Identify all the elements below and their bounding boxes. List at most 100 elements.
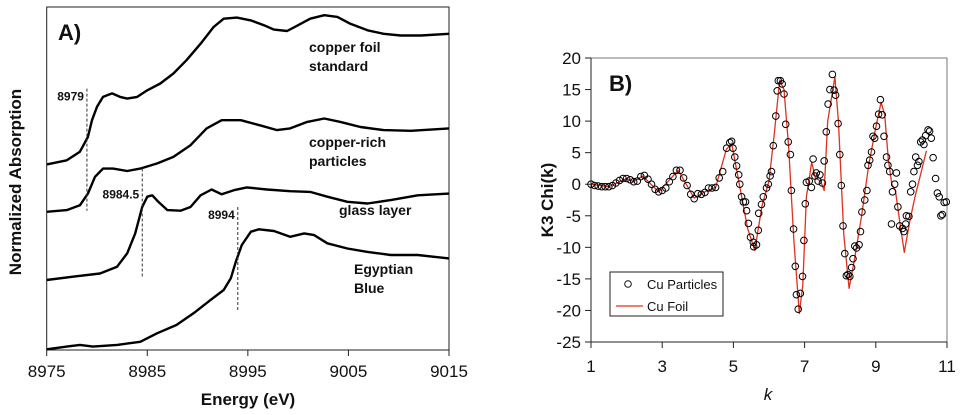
curve-glass-layer (46, 186, 450, 282)
panel-a-label: A) (58, 20, 81, 45)
cu-particles-point (704, 184, 713, 192)
y-tick-label: 0 (572, 175, 581, 194)
cu-particles-point (726, 138, 734, 147)
cu-particles-point (794, 305, 803, 314)
legend: Cu Particles Cu Foil (609, 271, 724, 317)
x-tick-label: 3 (657, 357, 666, 376)
cu-particles-point (892, 169, 901, 177)
cu-particles-point (766, 172, 774, 180)
cu-particles-point (920, 140, 928, 149)
cu-particles-point (851, 242, 859, 250)
cu-particles-point (679, 174, 688, 182)
y-tick-label: -25 (556, 333, 581, 352)
panel-a-series-labels: copper foil standard copper-rich particles g… (309, 39, 413, 296)
x-tick-label: 8975 (28, 362, 66, 381)
cu-particles-point (836, 150, 844, 159)
cu-particles-point (715, 174, 724, 182)
cu-particles-point (820, 157, 829, 165)
cu-particles-point (739, 198, 748, 206)
cu-particles-point (937, 212, 945, 220)
cu-particles-point (759, 193, 768, 201)
cu-particles-point (787, 186, 796, 195)
series-label-copper-rich-particles: particles (309, 153, 367, 169)
cu-particles-point (752, 241, 761, 249)
legend-label-cu-particles: Cu Particles (647, 277, 718, 292)
cu-particles-point (882, 153, 891, 161)
cu-particles-point (807, 183, 816, 192)
cu-particles-point (867, 148, 876, 156)
cu-particles-point (812, 169, 821, 177)
cu-particles-point (842, 271, 851, 280)
edge-marker-label: 8994 (208, 208, 235, 222)
panel-b-y-axis-label: K3 Chi(k) (538, 163, 557, 238)
cu-particles-point (711, 183, 720, 192)
cu-particles-point (884, 161, 892, 170)
y-tick-label: 15 (562, 81, 581, 100)
series-label-copper-foil-standard: standard (309, 58, 368, 74)
series-label-egyptian-blue: Egyptian (354, 261, 413, 277)
cu-particles-point (654, 188, 663, 196)
panel-b-x-axis-label: k (764, 385, 774, 404)
cu-particles-point (619, 174, 627, 183)
legend-box (609, 271, 724, 317)
x-tick-label: 9005 (330, 362, 368, 381)
cu-particles-point (942, 198, 951, 206)
cu-particles-point (731, 153, 739, 161)
cu-particles-point (863, 186, 871, 195)
cu-particles-point (924, 126, 932, 134)
cu-particles-point (672, 166, 681, 175)
cu-particles-point (708, 184, 716, 192)
cu-particles-point (742, 206, 751, 215)
cu-particles-point (754, 209, 763, 218)
x-tick-label: 9015 (430, 362, 468, 381)
cu-particles-point (622, 174, 631, 183)
cu-particles-point (869, 132, 877, 141)
cu-particles-point (910, 167, 918, 176)
cu-particles-point (737, 193, 746, 201)
cu-particles-point (878, 111, 887, 119)
cu-particles-point (764, 180, 773, 188)
cu-particles-point (826, 85, 834, 94)
cu-particles-point (918, 136, 927, 144)
cu-particles-point (605, 182, 613, 191)
cu-particles-point (864, 161, 872, 170)
x-tick-label: 8985 (128, 362, 166, 381)
cu-particles-point (590, 181, 599, 190)
cu-particles-point (888, 188, 897, 196)
cu-particles-point (880, 132, 888, 141)
cu-particles-point (778, 80, 787, 88)
cu-particles-point (762, 184, 771, 192)
series-label-copper-rich-particles: copper-rich (309, 134, 386, 150)
cu-particles-point (824, 100, 832, 108)
panel-a-annotations: 8979 8984.5 8994 (57, 88, 239, 312)
cu-particles-point (601, 182, 610, 191)
cu-particles-point (757, 200, 766, 209)
cu-particles-point (913, 161, 922, 170)
panel-a-series (46, 14, 450, 351)
cu-particles-point (908, 180, 917, 188)
cu-particles-point (781, 120, 790, 129)
cu-particles-point (789, 225, 798, 233)
panel-a-x-axis-label: Energy (eV) (201, 390, 295, 409)
cu-particles-point (644, 175, 652, 183)
cu-particles-point (792, 290, 801, 299)
cu-particles-point (629, 177, 638, 186)
cu-particles-point (741, 198, 750, 206)
y-tick-label: 10 (562, 112, 581, 131)
cu-particles-point (822, 128, 831, 136)
y-tick-label: -15 (556, 270, 581, 289)
cu-particles-point (830, 86, 838, 94)
cu-particles-point (800, 236, 808, 245)
x-tick-label: 8995 (229, 362, 267, 381)
cu-particles-point (915, 157, 923, 166)
cu-particles-point (933, 189, 942, 197)
x-tick-label: 11 (938, 357, 956, 376)
cu-particles-point (786, 150, 795, 159)
cu-particles-point (727, 137, 736, 146)
cu-particles-point (844, 270, 852, 279)
cu-particles-point (906, 188, 915, 196)
x-tick-label: 1 (586, 357, 595, 376)
cu-particles-point (816, 171, 824, 179)
cu-particles-point (839, 222, 847, 230)
cu-particles-point (754, 226, 763, 235)
